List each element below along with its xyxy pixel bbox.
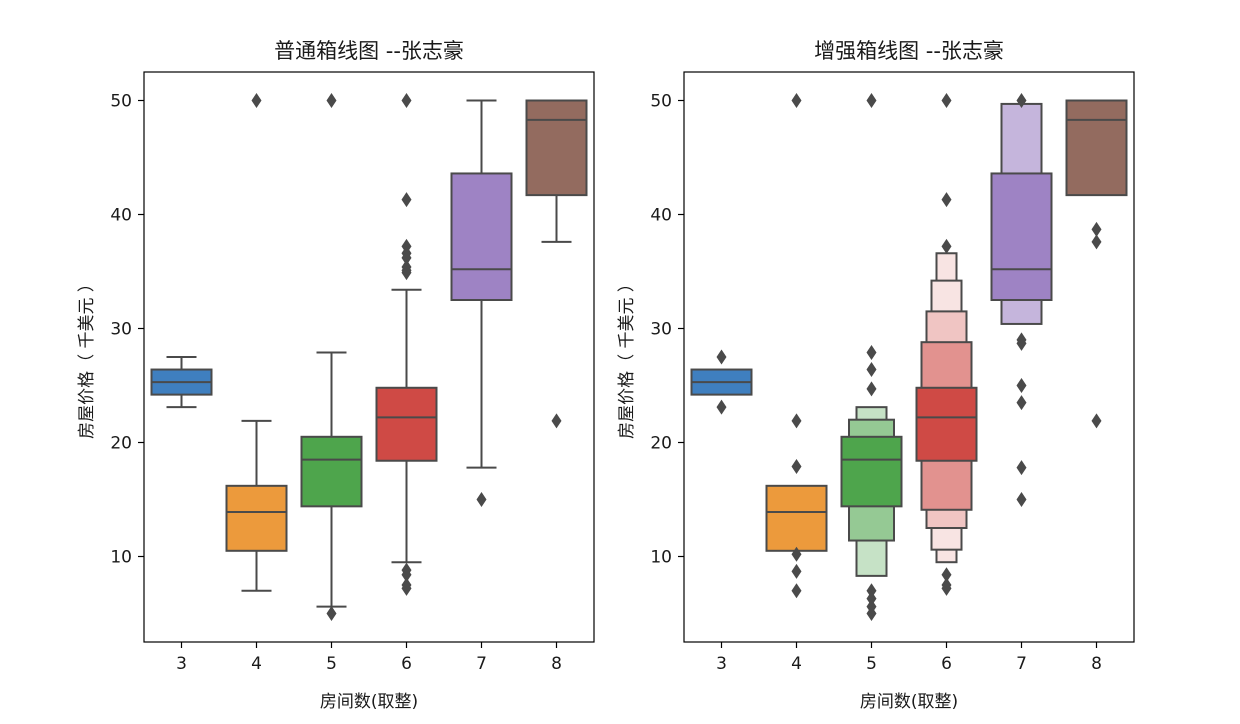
outlier-point — [1091, 221, 1102, 237]
axes-frame — [683, 71, 1135, 643]
plot-area: 10 20 30 40 50 3 4 5 6 7 8 — [110, 71, 595, 674]
outlier-point — [1016, 492, 1027, 507]
outlier-point — [866, 591, 877, 607]
chart-title: 增强箱线图 --张志豪 — [814, 39, 1004, 63]
x-tick-label: 3 — [176, 654, 187, 674]
outlier-point — [941, 567, 952, 583]
outlier-point — [941, 93, 952, 108]
boxen-level — [840, 435, 903, 508]
x-tick-label: 7 — [476, 654, 487, 674]
plot-area: 10 20 30 40 50 3 4 5 6 7 8 — [650, 71, 1135, 674]
boxen-level — [1065, 99, 1128, 197]
y-tick-label: 20 — [110, 434, 132, 454]
outlier-point — [791, 93, 802, 108]
outlier-point — [401, 265, 412, 281]
outlier-point — [1016, 395, 1027, 411]
outlier-point — [1091, 234, 1102, 250]
boxen-5 — [840, 93, 903, 621]
y-tick-label: 30 — [650, 320, 672, 340]
box-body — [525, 99, 588, 197]
outlier-point — [866, 583, 877, 599]
x-tick-label: 3 — [716, 654, 727, 674]
box-4 — [225, 93, 288, 592]
outlier-point — [791, 546, 802, 562]
outlier-point — [791, 413, 802, 429]
outlier-point — [716, 399, 727, 415]
x-tick-label: 5 — [326, 654, 337, 674]
outlier-point — [866, 93, 877, 108]
boxen-level — [990, 172, 1053, 302]
x-tick-label: 4 — [791, 654, 802, 674]
y-tick-label: 40 — [650, 206, 672, 226]
outlier-point — [716, 349, 727, 365]
outlier-point — [401, 250, 412, 266]
outlier-point — [791, 563, 802, 579]
x-tick-label: 5 — [866, 654, 877, 674]
box-body — [375, 386, 438, 462]
boxen-8 — [1065, 99, 1128, 429]
y-axis-label: 房屋价格（ 千美元 ） — [617, 275, 637, 439]
boxenplot-panel: 增强箱线图 --张志豪 10 20 30 40 50 3 4 5 6 7 8 房间数(取整) 房屋价… — [617, 39, 1135, 712]
y-tick-label: 30 — [110, 320, 132, 340]
box-8 — [525, 99, 588, 429]
outlier-point — [941, 238, 952, 254]
x-tick-label: 8 — [1091, 654, 1102, 674]
y-tick-label: 50 — [650, 92, 672, 112]
outlier-point — [866, 362, 877, 378]
axes-frame — [143, 71, 595, 643]
boxen-7 — [990, 93, 1053, 507]
x-tick-label: 8 — [551, 654, 562, 674]
chart-title: 普通箱线图 --张志豪 — [274, 39, 464, 63]
y-tick-label: 20 — [650, 434, 672, 454]
x-axis-label: 房间数(取整) — [320, 692, 418, 712]
outlier-point — [866, 606, 877, 621]
outlier-point — [401, 93, 412, 108]
outlier-point — [791, 458, 802, 474]
outlier-point — [551, 413, 562, 429]
x-tick-label: 6 — [401, 654, 412, 674]
boxen-level — [915, 386, 978, 462]
outlier-point — [941, 192, 952, 208]
box-3 — [150, 356, 213, 409]
outlier-point — [1016, 93, 1027, 108]
box-7 — [450, 99, 513, 507]
x-tick-label: 6 — [941, 654, 952, 674]
box-5 — [300, 93, 363, 621]
boxen-6 — [915, 93, 978, 596]
outlier-point — [1016, 460, 1027, 476]
x-tick-label: 7 — [1016, 654, 1027, 674]
boxen-4 — [765, 93, 828, 599]
box-body — [300, 435, 363, 508]
y-tick-label: 40 — [110, 206, 132, 226]
y-tick-label: 50 — [110, 92, 132, 112]
y-axis-label: 房屋价格（ 千美元 ） — [77, 275, 97, 439]
outlier-point — [1016, 335, 1027, 351]
y-tick-label: 10 — [110, 548, 132, 568]
outlier-point — [401, 192, 412, 208]
outlier-point — [401, 580, 412, 596]
box-6 — [375, 93, 438, 596]
outlier-point — [941, 580, 952, 596]
outlier-point — [326, 93, 337, 108]
outlier-point — [1016, 378, 1027, 393]
boxen-3 — [690, 349, 753, 415]
x-tick-label: 4 — [251, 654, 262, 674]
boxen-level — [765, 484, 828, 552]
outlier-point — [791, 583, 802, 599]
outlier-point — [251, 93, 262, 108]
box-body — [450, 172, 513, 302]
box-body — [225, 484, 288, 552]
boxplot-panel: 普通箱线图 --张志豪 10 20 30 40 50 3 4 5 6 7 8 房间数(取整) 房屋价… — [77, 39, 595, 712]
outlier-point — [476, 492, 487, 507]
x-axis-label: 房间数(取整) — [860, 692, 958, 712]
outlier-point — [866, 381, 877, 397]
outlier-point — [1091, 413, 1102, 429]
outlier-point — [326, 606, 337, 621]
outlier-point — [401, 567, 412, 583]
outlier-point — [866, 344, 877, 360]
y-tick-label: 10 — [650, 548, 672, 568]
